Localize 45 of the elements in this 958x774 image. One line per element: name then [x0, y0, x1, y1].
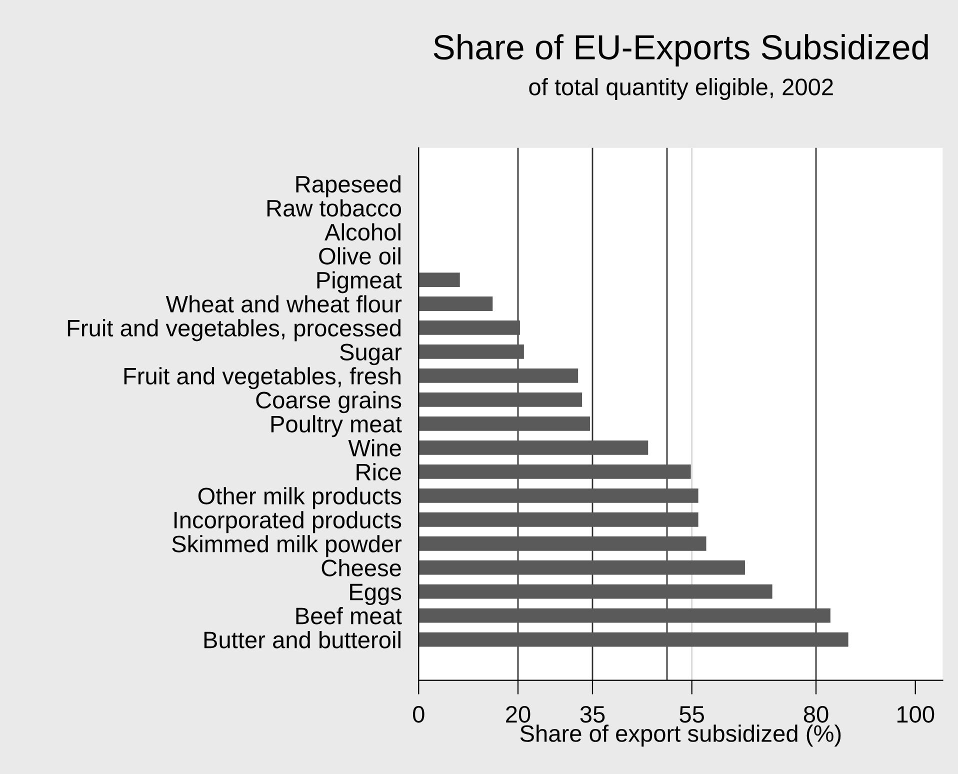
y-tick-label: Cheese [322, 559, 401, 576]
y-tick-label: Poultry meat [271, 415, 402, 438]
y-tick-label: Butter and butteroil [204, 631, 400, 648]
bar [418, 488, 698, 503]
bar [418, 464, 691, 479]
bar [418, 560, 745, 575]
x-tick-label: 55 [680, 706, 704, 723]
bar [418, 272, 460, 287]
bar [418, 344, 524, 359]
y-tick-label: Beef meat [296, 607, 402, 624]
bar [418, 536, 706, 551]
y-tick-label: Skimmed milk powder [172, 535, 402, 558]
y-tick-label: Pigmeat [317, 271, 402, 294]
y-tick-label: Rapeseed [296, 175, 400, 198]
y-tick-label: Raw tobacco [267, 199, 401, 217]
y-tick-label: Sugar [340, 344, 402, 366]
x-tick-label: 35 [580, 706, 605, 723]
chart-title: Share of EU-Exports Subsidized [434, 34, 928, 66]
bar [418, 584, 772, 599]
y-tick-label: Other milk products [198, 487, 402, 510]
y-tick-label: Alcohol [324, 223, 400, 241]
bar [418, 608, 830, 623]
chart-subtitle: of total quantity eligible, 2002 [529, 78, 833, 100]
y-tick-label: Fruit and vegetables, fresh [124, 367, 400, 390]
y-tick-label: Fruit and vegetables, processed [68, 319, 400, 342]
bar [418, 368, 578, 383]
y-tick-label: Coarse grains [256, 391, 402, 414]
bar [418, 392, 582, 407]
x-tick-label: 20 [506, 706, 530, 723]
y-tick-label: Rice [356, 463, 401, 480]
bar [418, 416, 590, 431]
y-tick-label: Eggs [350, 584, 402, 606]
x-tick-label: 0 [413, 706, 424, 723]
y-tick-label: Wheat and wheat flour [166, 295, 402, 313]
bar [418, 320, 520, 335]
x-tick-label: 80 [804, 706, 828, 723]
y-tick-label: Incorporated products [174, 511, 402, 534]
x-axis-title: Share of export subsidized (%) [520, 724, 841, 747]
bar [418, 440, 648, 455]
bar [418, 632, 848, 647]
y-tick-label: Wine [348, 439, 401, 456]
bar [418, 512, 698, 527]
x-tick-label: 100 [897, 706, 934, 723]
bar [418, 296, 493, 311]
y-tick-label: Olive oil [319, 247, 400, 265]
